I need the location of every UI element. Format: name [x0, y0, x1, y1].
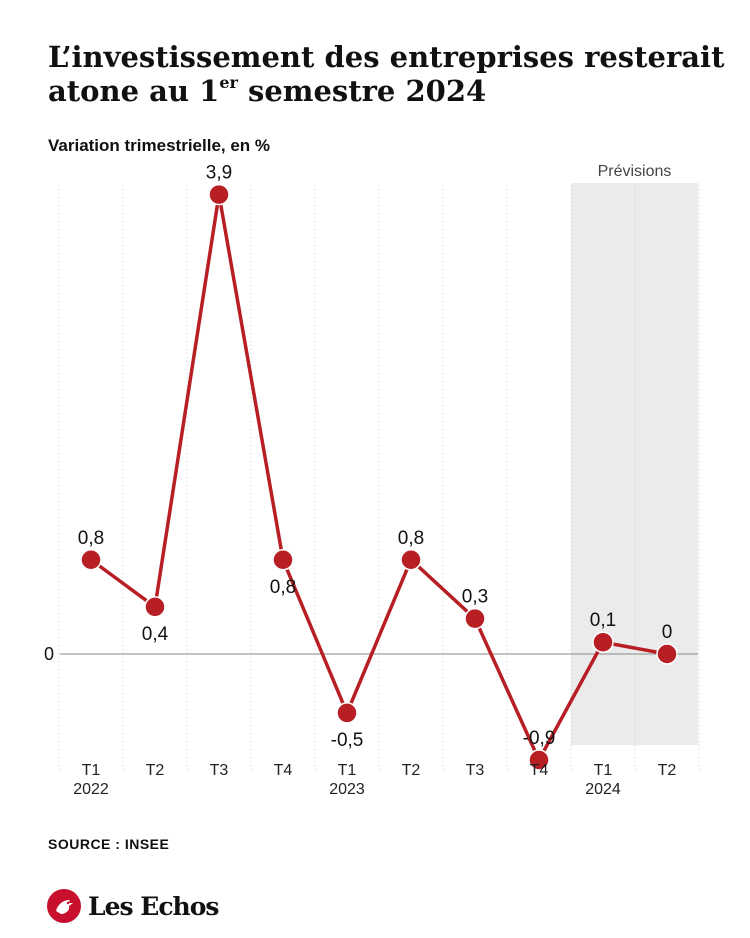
- les-echos-logo: Les Echos: [46, 888, 219, 924]
- data-point: [656, 643, 678, 665]
- data-point: [336, 702, 358, 724]
- zero-tick-label: 0: [44, 644, 54, 664]
- forecast-label: Prévisions: [598, 163, 672, 180]
- x-tick-label: T2: [658, 762, 677, 779]
- x-tick-label: T1: [338, 762, 357, 779]
- data-label: -0,5: [331, 730, 364, 751]
- data-point: [592, 631, 614, 653]
- chart-title: L’investissement des entreprises restera…: [48, 40, 725, 108]
- data-point: [464, 607, 486, 630]
- data-label: 0,8: [398, 528, 424, 549]
- data-label: 0: [662, 622, 673, 643]
- data-point: [208, 183, 230, 206]
- data-label: 0,3: [462, 587, 488, 608]
- x-year-label: 2023: [329, 781, 365, 798]
- data-label: 3,9: [206, 163, 232, 184]
- series-line: [89, 194, 668, 764]
- data-label: 0,1: [590, 610, 616, 631]
- x-tick-label: T4: [530, 762, 549, 779]
- chart-subtitle: Variation trimestrielle, en %: [48, 136, 271, 155]
- x-tick-label: T2: [402, 762, 421, 779]
- data-point: [272, 549, 294, 571]
- line-chart: Prévisions 0,8 0,4 3,9 0,8 -0,5 0,8 0,3 -0,9 0,1…: [44, 163, 700, 798]
- source-note: SOURCE : INSEE: [48, 836, 170, 852]
- data-point: [144, 596, 166, 618]
- x-year-label: 2022: [73, 781, 109, 798]
- x-tick-label: T3: [466, 762, 485, 779]
- x-tick-label: T4: [274, 762, 293, 779]
- data-label: 0,8: [78, 528, 104, 549]
- forecast-band: [571, 183, 698, 745]
- data-label: 0,8: [270, 577, 296, 598]
- x-year-label: 2024: [585, 781, 621, 798]
- data-point: [80, 549, 102, 571]
- rooster-icon: [47, 889, 81, 923]
- x-tick-label: T1: [82, 762, 101, 779]
- data-label: 0,4: [142, 624, 169, 645]
- x-tick-label: T2: [146, 762, 165, 779]
- x-tick-label: T3: [210, 762, 229, 779]
- data-point: [528, 749, 550, 771]
- data-label: -0,9: [523, 728, 556, 749]
- data-point: [400, 549, 422, 571]
- x-tick-label: T1: [594, 762, 613, 779]
